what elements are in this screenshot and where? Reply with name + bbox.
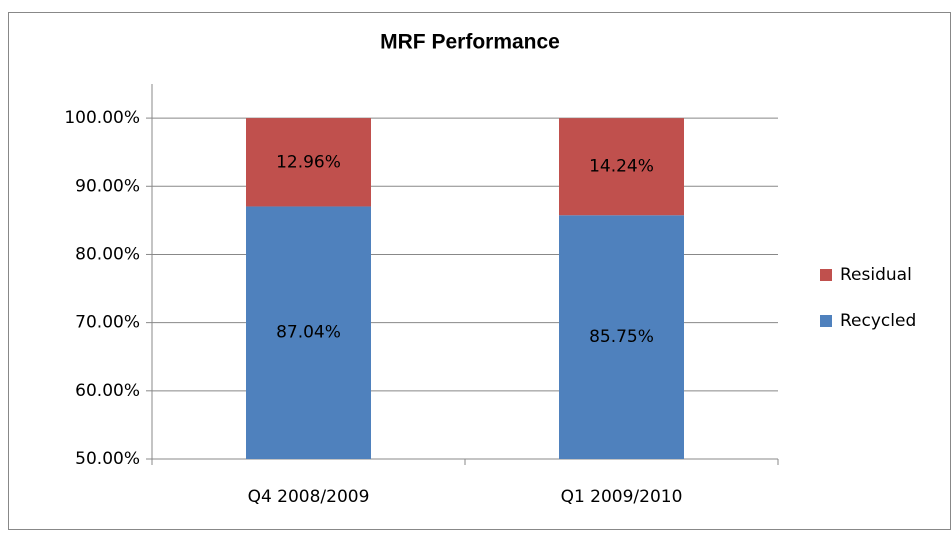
x-tick-label: Q1 2009/2010 xyxy=(561,487,683,507)
data-label: 87.04% xyxy=(276,323,341,343)
y-tick-label: 90.00% xyxy=(75,176,140,196)
chart-border xyxy=(8,12,951,530)
y-tick-label: 100.00% xyxy=(64,108,140,128)
bar-segment xyxy=(559,118,684,216)
data-label: 14.24% xyxy=(589,157,654,177)
legend-label: Recycled xyxy=(840,311,916,331)
y-tick-label: 50.00% xyxy=(75,449,140,469)
legend-swatch xyxy=(820,315,832,327)
data-label: 85.75% xyxy=(589,327,654,347)
legend-swatch xyxy=(820,269,832,281)
chart-title: MRF Performance xyxy=(380,31,560,54)
x-tick-label: Q4 2008/2009 xyxy=(248,487,370,507)
legend-label: Residual xyxy=(840,265,912,285)
data-label: 12.96% xyxy=(276,152,341,172)
y-tick-label: 70.00% xyxy=(75,313,140,333)
bar-segment xyxy=(559,215,684,459)
y-tick-label: 60.00% xyxy=(75,381,140,401)
bar-segment xyxy=(246,118,371,207)
bar-segment xyxy=(246,206,371,459)
y-tick-label: 80.00% xyxy=(75,244,140,264)
